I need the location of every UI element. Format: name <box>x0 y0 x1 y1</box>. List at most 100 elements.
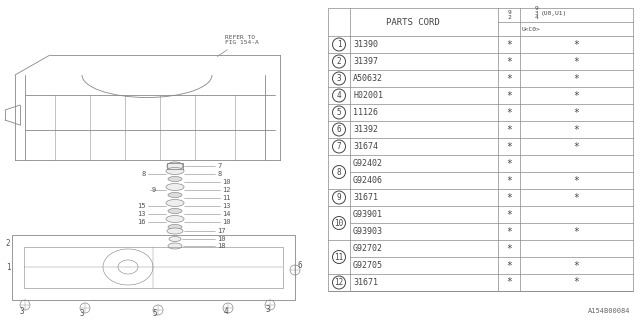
Text: 1: 1 <box>337 40 341 49</box>
Text: REFER TO
FIG 154-A: REFER TO FIG 154-A <box>218 35 259 56</box>
Text: 31392: 31392 <box>353 125 378 134</box>
Text: *: * <box>573 74 579 84</box>
Text: PARTS CORD: PARTS CORD <box>386 18 440 27</box>
Circle shape <box>333 38 346 51</box>
Bar <box>24 247 283 288</box>
Text: 12: 12 <box>222 187 230 193</box>
Text: 13: 13 <box>138 211 146 217</box>
Circle shape <box>333 251 346 263</box>
Text: 9
3
4: 9 3 4 <box>535 6 539 20</box>
Text: *: * <box>573 57 579 67</box>
Ellipse shape <box>168 193 182 197</box>
Text: 9: 9 <box>152 187 156 193</box>
Text: *: * <box>506 74 512 84</box>
Text: *: * <box>506 175 512 186</box>
Text: 14: 14 <box>222 211 230 217</box>
Text: G92705: G92705 <box>353 261 383 270</box>
Text: *: * <box>506 57 512 67</box>
Text: 9
2: 9 2 <box>507 10 511 20</box>
Text: 17: 17 <box>217 228 225 234</box>
Text: *: * <box>573 260 579 270</box>
Text: *: * <box>573 277 579 287</box>
Text: 1: 1 <box>6 263 10 273</box>
Text: 15: 15 <box>138 203 146 209</box>
Ellipse shape <box>168 209 182 213</box>
Text: H02001: H02001 <box>353 91 383 100</box>
Text: 31390: 31390 <box>353 40 378 49</box>
Text: *: * <box>573 91 579 100</box>
Ellipse shape <box>166 167 184 174</box>
Bar <box>328 8 633 291</box>
Circle shape <box>333 191 346 204</box>
Text: 5: 5 <box>337 108 341 117</box>
Text: 12: 12 <box>334 278 344 287</box>
Text: *: * <box>573 193 579 203</box>
Text: 5: 5 <box>153 309 157 318</box>
Text: 8: 8 <box>141 171 146 177</box>
Text: A154B00084: A154B00084 <box>588 308 630 314</box>
Text: *: * <box>506 124 512 134</box>
Text: *: * <box>506 227 512 236</box>
Circle shape <box>333 72 346 85</box>
Text: 31671: 31671 <box>353 278 378 287</box>
Text: *: * <box>506 91 512 100</box>
Text: 6: 6 <box>298 260 302 269</box>
Ellipse shape <box>169 236 181 242</box>
Text: G92402: G92402 <box>353 159 383 168</box>
Text: *: * <box>573 227 579 236</box>
Text: *: * <box>573 124 579 134</box>
Ellipse shape <box>167 228 183 234</box>
Ellipse shape <box>166 183 184 190</box>
Text: *: * <box>506 260 512 270</box>
Bar <box>12 235 295 300</box>
Text: 4: 4 <box>224 308 228 316</box>
Text: (U0,U1): (U0,U1) <box>541 11 567 16</box>
Text: 8: 8 <box>217 171 221 177</box>
Circle shape <box>333 217 346 229</box>
Text: G92702: G92702 <box>353 244 383 253</box>
Text: 10: 10 <box>222 219 230 225</box>
Text: 10: 10 <box>334 219 344 228</box>
Text: 4: 4 <box>337 91 341 100</box>
Text: 10: 10 <box>222 179 230 185</box>
Text: 3: 3 <box>266 306 270 315</box>
Text: *: * <box>506 244 512 253</box>
Circle shape <box>333 165 346 179</box>
Circle shape <box>333 276 346 289</box>
Text: *: * <box>506 158 512 169</box>
Text: 11126: 11126 <box>353 108 378 117</box>
Text: *: * <box>506 193 512 203</box>
Text: A50632: A50632 <box>353 74 383 83</box>
Circle shape <box>333 89 346 102</box>
Text: U<C0>: U<C0> <box>522 27 541 31</box>
Text: 31671: 31671 <box>353 193 378 202</box>
Text: 10: 10 <box>217 236 225 242</box>
Text: G93901: G93901 <box>353 210 383 219</box>
Text: *: * <box>573 141 579 151</box>
Ellipse shape <box>168 225 182 229</box>
Text: *: * <box>506 39 512 50</box>
Text: G93903: G93903 <box>353 227 383 236</box>
Text: 7: 7 <box>337 142 341 151</box>
Text: 3: 3 <box>337 74 341 83</box>
Text: *: * <box>506 277 512 287</box>
Text: 18: 18 <box>217 243 225 249</box>
Text: 7: 7 <box>217 163 221 169</box>
Ellipse shape <box>168 177 182 181</box>
Text: 8: 8 <box>337 167 341 177</box>
Text: 11: 11 <box>222 195 230 201</box>
Circle shape <box>333 123 346 136</box>
Circle shape <box>333 106 346 119</box>
Text: 13: 13 <box>222 203 230 209</box>
Text: 9: 9 <box>337 193 341 202</box>
Text: 2: 2 <box>337 57 341 66</box>
Text: 31674: 31674 <box>353 142 378 151</box>
Text: *: * <box>573 108 579 117</box>
Text: 16: 16 <box>138 219 146 225</box>
Circle shape <box>333 55 346 68</box>
Text: 3: 3 <box>80 308 84 317</box>
Text: *: * <box>506 141 512 151</box>
Ellipse shape <box>167 162 183 170</box>
Text: *: * <box>506 108 512 117</box>
Text: 11: 11 <box>334 252 344 261</box>
